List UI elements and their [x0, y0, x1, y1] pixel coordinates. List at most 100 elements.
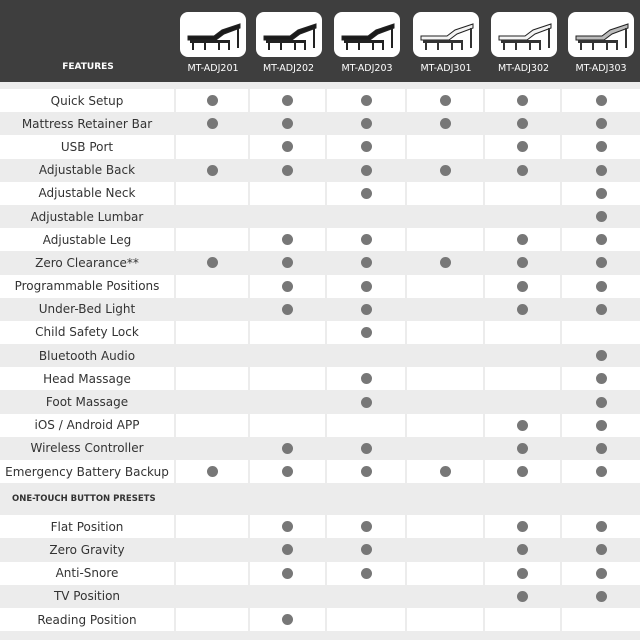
feature-cell [562, 112, 640, 136]
table-row: Child Safety Lock [0, 320, 640, 345]
included-dot-icon [517, 164, 528, 176]
feature-cell [250, 367, 327, 391]
feature-label: Adjustable Neck [38, 186, 136, 201]
included-dot-icon [360, 326, 372, 338]
feature-cell [250, 344, 327, 368]
feature-cell [407, 367, 485, 391]
feature-cell [485, 251, 562, 275]
feature-label: Anti-Snore [55, 566, 119, 581]
feature-cell [562, 367, 640, 391]
table-row: USB Port [0, 135, 640, 159]
features-column-header: FEATURES [62, 62, 114, 72]
included-dot-icon [360, 118, 372, 130]
feature-cell [176, 538, 250, 562]
feature-cell [562, 181, 640, 205]
feature-cell [485, 158, 562, 182]
feature-cell [485, 607, 562, 632]
feature-cell [407, 607, 485, 632]
table-row: Head Massage [0, 367, 640, 391]
feature-cell [176, 561, 250, 585]
feature-cell [250, 320, 327, 345]
feature-cell [250, 274, 327, 298]
included-dot-icon [595, 419, 607, 431]
feature-cell [562, 561, 640, 585]
feature-cell [327, 112, 407, 136]
feature-cell [327, 158, 407, 182]
feature-cell [176, 181, 250, 205]
included-dot-icon [360, 442, 372, 454]
included-dot-icon [360, 544, 372, 556]
included-dot-icon [595, 280, 607, 292]
included-dot-icon [282, 280, 293, 292]
included-dot-icon [517, 141, 528, 153]
feature-cell [407, 584, 485, 608]
feature-cell [407, 158, 485, 182]
feature-cell [250, 515, 327, 539]
feature-label: Flat Position [50, 519, 124, 534]
table-row: Bluetooth Audio [0, 344, 640, 368]
included-dot-icon [595, 396, 607, 408]
feature-cell [250, 607, 327, 632]
included-dot-icon [282, 257, 293, 269]
feature-cell [485, 181, 562, 205]
included-dot-icon [595, 350, 607, 362]
feature-cell [176, 297, 250, 321]
feature-cell [250, 251, 327, 275]
included-dot-icon [360, 141, 372, 153]
feature-cell [485, 436, 562, 460]
feature-cell [250, 390, 327, 414]
feature-label: iOS / Android APP [34, 418, 140, 433]
table-row: Anti-Snore [0, 561, 640, 585]
included-dot-icon [282, 164, 293, 176]
feature-cell [407, 320, 485, 345]
feature-cell [485, 390, 562, 414]
feature-cell [562, 607, 640, 632]
included-dot-icon [360, 280, 372, 292]
feature-label: Foot Massage [45, 395, 129, 410]
included-dot-icon [595, 234, 607, 246]
feature-cell [485, 320, 562, 345]
feature-cell [327, 607, 407, 632]
feature-cell [176, 367, 250, 391]
included-dot-icon [282, 303, 293, 315]
table-row: Quick Setup [0, 89, 640, 113]
feature-cell [562, 320, 640, 345]
feature-cell [562, 228, 640, 252]
included-dot-icon [595, 590, 607, 602]
comparison-table: Quick Setup Mattress Retainer Bar USB Port… [0, 89, 640, 632]
feature-cell [562, 274, 640, 298]
feature-cell [327, 515, 407, 539]
feature-cell [327, 367, 407, 391]
feature-label: TV Position [53, 589, 121, 604]
feature-cell [407, 297, 485, 321]
feature-cell [250, 436, 327, 460]
included-dot-icon [360, 164, 372, 176]
feature-cell [562, 515, 640, 539]
feature-cell [407, 561, 485, 585]
feature-cell [327, 413, 407, 437]
feature-cell [485, 297, 562, 321]
feature-cell [176, 89, 250, 113]
included-dot-icon [206, 466, 218, 478]
feature-label: Mattress Retainer Bar [21, 116, 153, 131]
feature-cell [250, 584, 327, 608]
feature-cell [407, 436, 485, 460]
included-dot-icon [595, 521, 607, 533]
feature-cell [485, 274, 562, 298]
included-dot-icon [206, 257, 218, 269]
feature-cell [250, 158, 327, 182]
feature-cell [485, 228, 562, 252]
feature-cell [176, 344, 250, 368]
table-header: FEATURES MT-ADJ201 MT-ADJ202 MT-ADJ203 M… [0, 0, 640, 82]
included-dot-icon [595, 466, 607, 478]
product-column-mt-adj202: MT-ADJ202 [250, 12, 327, 74]
feature-cell [176, 390, 250, 414]
feature-cell [562, 297, 640, 321]
feature-cell [176, 320, 250, 345]
included-dot-icon [595, 141, 607, 153]
table-row: Mattress Retainer Bar [0, 112, 640, 136]
table-row: Zero Gravity [0, 538, 640, 562]
included-dot-icon [360, 567, 372, 579]
feature-cell [327, 181, 407, 205]
feature-cell [250, 135, 327, 159]
